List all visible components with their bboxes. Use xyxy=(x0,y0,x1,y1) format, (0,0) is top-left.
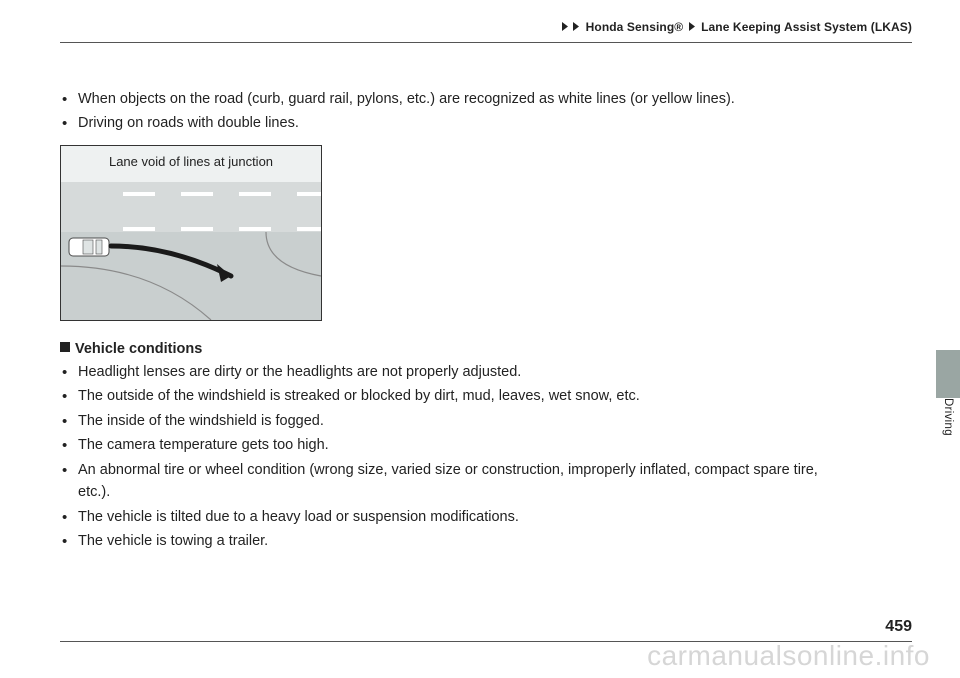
breadcrumb-seg: Honda Sensing® xyxy=(586,20,684,34)
list-item: Headlight lenses are dirty or the headli… xyxy=(62,361,820,383)
diagram-container: Lane void of lines at junction xyxy=(60,145,820,321)
list-item: The camera temperature gets too high. xyxy=(62,434,820,456)
chevron-right-icon xyxy=(561,20,570,34)
chevron-right-icon xyxy=(688,20,697,34)
side-tab xyxy=(936,350,960,398)
section-heading-text: Vehicle conditions xyxy=(75,341,202,357)
list-item: When objects on the road (curb, guard ra… xyxy=(62,88,820,110)
page-number: 459 xyxy=(885,618,912,636)
list-item: The vehicle is tilted due to a heavy loa… xyxy=(62,506,820,528)
side-label: Driving xyxy=(942,398,954,436)
watermark: carmanualsonline.info xyxy=(647,640,930,672)
breadcrumb: Honda Sensing® Lane Keeping Assist Syste… xyxy=(560,20,912,35)
list-item: Driving on roads with double lines. xyxy=(62,112,820,134)
list-item: The outside of the windshield is streake… xyxy=(62,385,820,407)
section-heading: Vehicle conditions xyxy=(60,341,820,357)
chevron-right-icon xyxy=(572,20,581,34)
lane-junction-diagram: Lane void of lines at junction xyxy=(60,145,322,321)
svg-text:Lane void of lines at junction: Lane void of lines at junction xyxy=(109,154,273,169)
list-item: The inside of the windshield is fogged. xyxy=(62,410,820,432)
square-bullet-icon xyxy=(60,342,70,352)
list-item: The vehicle is towing a trailer. xyxy=(62,530,820,552)
top-bullet-list: When objects on the road (curb, guard ra… xyxy=(60,88,820,135)
header-rule xyxy=(60,42,912,43)
breadcrumb-seg: Lane Keeping Assist System (LKAS) xyxy=(701,20,912,34)
content-region: When objects on the road (curb, guard ra… xyxy=(60,88,820,555)
list-item: An abnormal tire or wheel condition (wro… xyxy=(62,459,820,504)
vehicle-bullet-list: Headlight lenses are dirty or the headli… xyxy=(60,361,820,553)
